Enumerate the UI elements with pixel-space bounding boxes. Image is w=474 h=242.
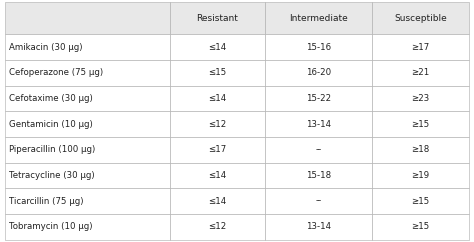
- Text: Cefoperazone (75 μg): Cefoperazone (75 μg): [9, 68, 103, 77]
- Text: 15-16: 15-16: [306, 43, 331, 52]
- Bar: [372, 111, 469, 137]
- Text: Resistant: Resistant: [196, 14, 238, 23]
- Bar: [265, 214, 372, 240]
- Text: ≥21: ≥21: [411, 68, 429, 77]
- Text: --: --: [315, 197, 321, 206]
- Bar: [372, 214, 469, 240]
- Text: ≥23: ≥23: [411, 94, 429, 103]
- Bar: [5, 163, 170, 188]
- Text: Tobramycin (10 μg): Tobramycin (10 μg): [9, 222, 92, 231]
- Bar: [170, 214, 265, 240]
- Bar: [5, 34, 170, 60]
- Bar: [265, 188, 372, 214]
- Text: Intermediate: Intermediate: [289, 14, 347, 23]
- Bar: [372, 163, 469, 188]
- Text: Susceptible: Susceptible: [394, 14, 447, 23]
- Bar: [5, 86, 170, 111]
- Text: 13-14: 13-14: [306, 222, 331, 231]
- Text: ≤12: ≤12: [208, 120, 227, 129]
- Text: Piperacillin (100 μg): Piperacillin (100 μg): [9, 145, 95, 154]
- Text: 16-20: 16-20: [306, 68, 331, 77]
- Bar: [372, 188, 469, 214]
- Bar: [170, 2, 265, 34]
- Text: ≤12: ≤12: [208, 222, 227, 231]
- Bar: [265, 86, 372, 111]
- Text: --: --: [315, 145, 321, 154]
- Bar: [265, 2, 372, 34]
- Text: Amikacin (30 μg): Amikacin (30 μg): [9, 43, 82, 52]
- Text: Gentamicin (10 μg): Gentamicin (10 μg): [9, 120, 92, 129]
- Text: ≥19: ≥19: [411, 171, 429, 180]
- Bar: [265, 60, 372, 86]
- Bar: [372, 86, 469, 111]
- Bar: [265, 163, 372, 188]
- Bar: [265, 137, 372, 163]
- Text: ≤14: ≤14: [208, 197, 227, 206]
- Text: ≤14: ≤14: [208, 43, 227, 52]
- Bar: [265, 111, 372, 137]
- Bar: [372, 60, 469, 86]
- Text: ≥18: ≥18: [411, 145, 429, 154]
- Bar: [265, 34, 372, 60]
- Text: ≥15: ≥15: [411, 120, 429, 129]
- Bar: [5, 188, 170, 214]
- Bar: [5, 111, 170, 137]
- Bar: [372, 2, 469, 34]
- Text: Cefotaxime (30 μg): Cefotaxime (30 μg): [9, 94, 92, 103]
- Bar: [372, 34, 469, 60]
- Text: ≤17: ≤17: [208, 145, 227, 154]
- Text: ≤15: ≤15: [208, 68, 227, 77]
- Bar: [5, 137, 170, 163]
- Bar: [170, 86, 265, 111]
- Bar: [170, 137, 265, 163]
- Bar: [5, 60, 170, 86]
- Text: Ticarcillin (75 μg): Ticarcillin (75 μg): [9, 197, 83, 206]
- Text: 15-22: 15-22: [306, 94, 331, 103]
- Text: ≥17: ≥17: [411, 43, 429, 52]
- Text: ≥15: ≥15: [411, 197, 429, 206]
- Bar: [170, 34, 265, 60]
- Text: 13-14: 13-14: [306, 120, 331, 129]
- Bar: [170, 60, 265, 86]
- Text: ≤14: ≤14: [208, 94, 227, 103]
- Bar: [372, 137, 469, 163]
- Bar: [170, 188, 265, 214]
- Text: ≤14: ≤14: [208, 171, 227, 180]
- Text: 15-18: 15-18: [306, 171, 331, 180]
- Bar: [170, 111, 265, 137]
- Bar: [170, 163, 265, 188]
- Text: ≥15: ≥15: [411, 222, 429, 231]
- Bar: [5, 214, 170, 240]
- Bar: [5, 2, 170, 34]
- Text: Tetracycline (30 μg): Tetracycline (30 μg): [9, 171, 94, 180]
